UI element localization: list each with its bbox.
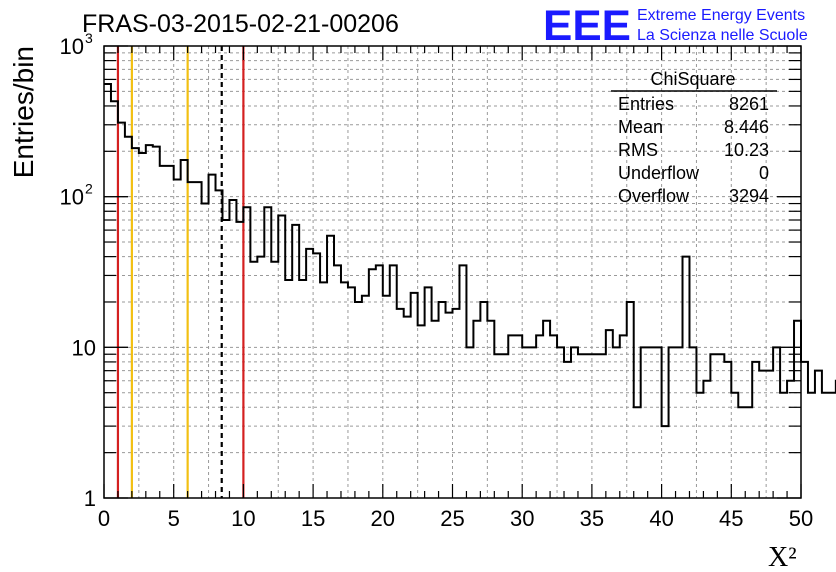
x-tick-label: 50 xyxy=(789,506,813,531)
stats-title: ChiSquare xyxy=(650,69,735,89)
eee-logo-line2: La Scienza nelle Scuole xyxy=(637,27,808,44)
stats-value-overflow: 3294 xyxy=(729,186,769,206)
x-tick-label: 5 xyxy=(168,506,180,531)
chart-title: FRAS-03-2015-02-21-00206 xyxy=(82,10,399,38)
stats-label-mean: Mean xyxy=(618,117,663,137)
x-tick-label: 0 xyxy=(98,506,110,531)
x-tick-labels: 0 5 10 15 20 25 30 35 40 45 50 xyxy=(98,506,813,531)
eee-logo-line1: Extreme Energy Events xyxy=(637,7,805,24)
reference-lines xyxy=(116,46,245,498)
x-tick-label: 35 xyxy=(580,506,604,531)
stats-box: ChiSquare Entries 8261 Mean 8.446 RMS 10… xyxy=(611,69,777,206)
y-tick-label-exponent: 2 xyxy=(85,181,93,197)
histogram-outline xyxy=(104,82,836,428)
x-axis-label: X² xyxy=(768,542,797,572)
stats-label-overflow: Overflow xyxy=(618,186,690,206)
stats-label-underflow: Underflow xyxy=(618,163,700,183)
stats-label-rms: RMS xyxy=(618,140,658,160)
y-tick-label: 10 xyxy=(60,185,84,210)
eee-logo-mark: EEE xyxy=(543,2,631,50)
stats-value-entries: 8261 xyxy=(729,94,769,114)
x-tick-label: 15 xyxy=(301,506,325,531)
y-tick-label: 10 xyxy=(72,335,96,360)
y-tick-label: 10 xyxy=(60,34,84,59)
axis-ticks xyxy=(103,45,802,499)
x-tick-label: 10 xyxy=(231,506,255,531)
x-tick-label: 45 xyxy=(719,506,743,531)
y-tick-label-exponent: 3 xyxy=(85,30,93,46)
stats-value-underflow: 0 xyxy=(759,163,769,183)
x-tick-label: 30 xyxy=(510,506,534,531)
grid-lines xyxy=(104,46,801,498)
x-tick-label: 20 xyxy=(371,506,395,531)
x-tick-label: 25 xyxy=(440,506,464,531)
stats-label-entries: Entries xyxy=(618,94,674,114)
stats-value-rms: 10.23 xyxy=(724,140,769,160)
y-tick-label: 1 xyxy=(84,486,96,511)
stats-value-mean: 8.446 xyxy=(724,117,769,137)
y-axis-label: Entries/bin xyxy=(8,46,39,178)
x-tick-label: 40 xyxy=(649,506,673,531)
